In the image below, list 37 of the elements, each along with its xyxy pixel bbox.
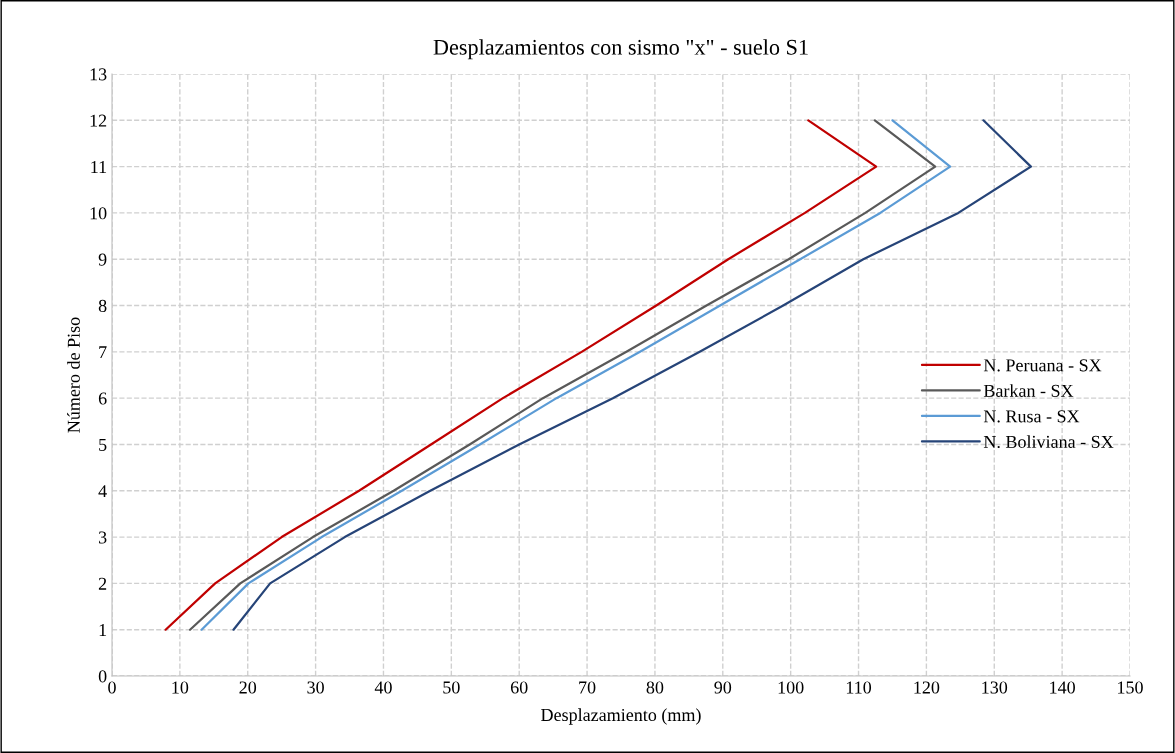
x-tick-label: 120 — [914, 681, 940, 694]
legend-label: N. Peruana - SX — [983, 359, 1102, 372]
x-tick-label: 110 — [846, 681, 872, 694]
y-tick-label: 11 — [91, 160, 107, 173]
y-tick-label: 4 — [98, 485, 107, 498]
x-tick-label: 60 — [510, 681, 528, 694]
y-tick-label: 5 — [99, 438, 107, 451]
y-tick-label: 0 — [98, 670, 107, 683]
x-tick-label: 20 — [239, 681, 257, 694]
x-tick-label: 30 — [307, 681, 324, 694]
y-tick-label: 7 — [99, 346, 107, 359]
y-tick-label: 1 — [99, 624, 107, 636]
x-axis-title: Desplazamiento (mm) — [541, 708, 701, 725]
x-tick-label: 150 — [1118, 681, 1143, 694]
x-tick-label: 0 — [108, 681, 116, 694]
y-tick-label: 3 — [98, 531, 107, 544]
x-tick-label: 40 — [374, 681, 392, 694]
legend-label: N. Boliviana - SX — [983, 435, 1114, 449]
y-tick-label: 10 — [90, 207, 107, 220]
x-tick-label: 70 — [579, 681, 596, 694]
y-tick-label: 2 — [98, 577, 107, 590]
y-axis-title: Número de Piso — [67, 317, 80, 433]
x-tick-label: 80 — [646, 681, 664, 694]
legend-label: Barkan - SX — [983, 384, 1074, 397]
y-tick-label: 8 — [98, 299, 107, 312]
chart-title: Desplazamientos con sismo "x" - suelo S1 — [433, 39, 808, 60]
legend-label: N. Rusa - SX — [983, 410, 1080, 423]
y-tick-label: 13 — [90, 68, 107, 81]
x-tick-label: 50 — [443, 681, 460, 694]
x-tick-label: 90 — [714, 681, 732, 694]
x-tick-label: 130 — [982, 681, 1008, 694]
y-tick-label: 12 — [90, 114, 107, 127]
y-tick-label: 6 — [98, 392, 107, 405]
y-tick-label: 9 — [98, 253, 107, 266]
x-tick-label: 100 — [778, 681, 804, 694]
x-tick-label: 10 — [172, 681, 189, 694]
x-tick-label: 140 — [1050, 681, 1075, 694]
